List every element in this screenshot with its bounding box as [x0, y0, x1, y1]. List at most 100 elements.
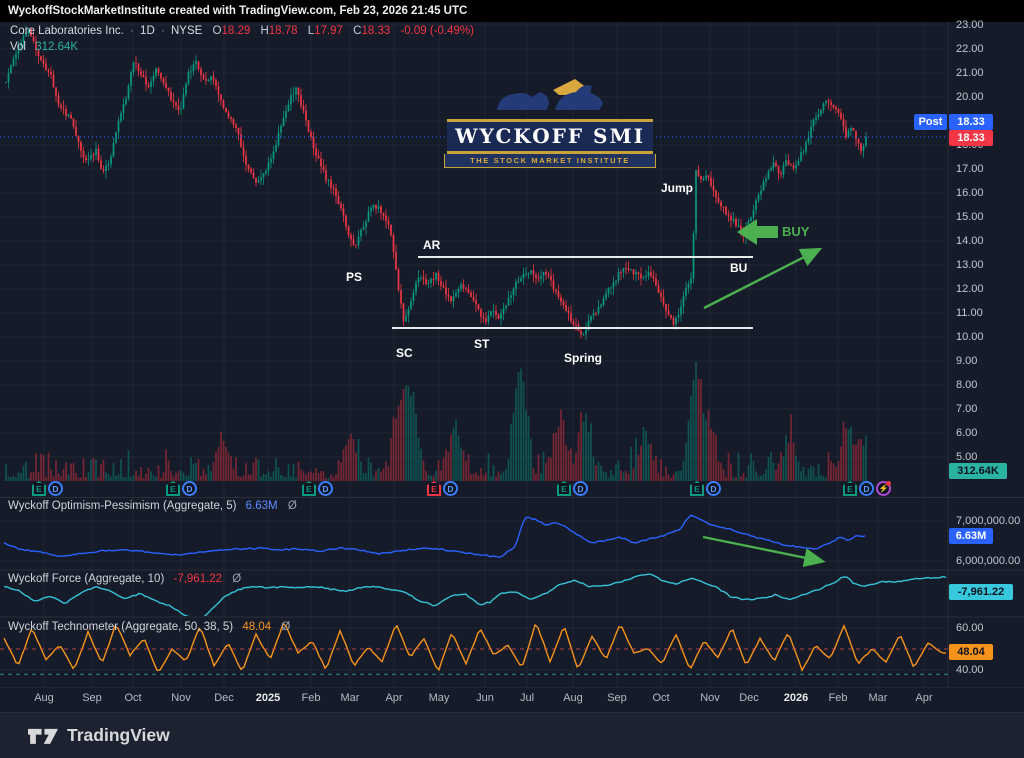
footer-bar: TradingView — [0, 712, 1024, 758]
time-axis-label-may[interactable]: May — [428, 692, 450, 704]
time-axis-label-dec[interactable]: Dec — [739, 692, 759, 704]
earnings-marker-icon[interactable]: E — [427, 481, 441, 496]
dividend-marker-icon[interactable]: D — [182, 481, 197, 496]
tradingview-brand[interactable]: TradingView — [28, 725, 170, 746]
op-axis-bottom: 6,000,000.00 — [956, 555, 1021, 567]
earnings-marker-icon[interactable]: E — [166, 481, 180, 496]
price-axis-label: 7.00 — [956, 403, 978, 415]
time-axis-label-oct[interactable]: Oct — [124, 692, 142, 704]
op-badge: 6.63M — [949, 528, 993, 544]
volume-legend[interactable]: Vol 312.64K — [10, 41, 78, 53]
time-axis-label-aug[interactable]: Aug — [34, 692, 54, 704]
close-value: 18.33 — [361, 25, 391, 37]
earnings-marker-icon[interactable]: E — [557, 481, 571, 496]
notification-dot — [886, 481, 891, 486]
high-value: 18.78 — [268, 25, 298, 37]
time-axis-label-2025[interactable]: 2025 — [255, 692, 281, 704]
price-axis-label: 5.00 — [956, 451, 978, 463]
earnings-marker-icon[interactable]: E — [690, 481, 704, 496]
force-badge: -7,961.22 — [949, 584, 1013, 600]
interval-label[interactable]: 1D — [140, 25, 155, 37]
price-axis-label: 9.00 — [956, 355, 978, 367]
time-axis-label-jul[interactable]: Jul — [519, 692, 535, 704]
wyckoff-label-bu: BU — [730, 261, 748, 275]
time-axis-label-oct[interactable]: Oct — [652, 692, 670, 704]
force-value: -7,961.22 — [173, 573, 223, 585]
time-axis-label-jun[interactable]: Jun — [476, 692, 494, 704]
time-axis-label-mar[interactable]: Mar — [340, 692, 360, 704]
dividend-marker-icon[interactable]: D — [318, 481, 333, 496]
wyckoff-label-ar: AR — [423, 238, 441, 252]
vol-label: Vol — [10, 41, 26, 53]
price-axis-label: 11.00 — [956, 307, 983, 319]
price-axis-label: 16.00 — [956, 187, 984, 199]
tech-avg-symbol: Ø — [281, 621, 291, 633]
dividend-marker-icon[interactable]: D — [48, 481, 63, 496]
time-axis-label-dec[interactable]: Dec — [214, 692, 234, 704]
price-axis-label: 8.00 — [956, 379, 978, 391]
price-axis-label: 20.00 — [956, 91, 984, 103]
symbol-legend[interactable]: Core Laboratories Inc. · 1D · NYSE O18.2… — [10, 25, 474, 37]
logo-ribbon: THE STOCK MARKET INSTITUTE — [444, 154, 656, 168]
tech-value: 48.04 — [242, 621, 272, 633]
wyckoff-smi-logo: WYCKOFF SMI THE STOCK MARKET INSTITUTE — [444, 76, 656, 168]
change-value: -0.09 (-0.49%) — [400, 25, 474, 37]
price-axis-label: 14.00 — [956, 235, 984, 247]
time-axis-label-apr[interactable]: Apr — [385, 692, 403, 704]
dividend-marker-icon[interactable]: D — [573, 481, 588, 496]
time-axis-label-mar[interactable]: Mar — [868, 692, 888, 704]
time-axis-label-apr[interactable]: Apr — [915, 692, 933, 704]
volume-badge: 312.64K — [949, 463, 1007, 479]
logo-subtitle: THE STOCK MARKET INSTITUTE — [470, 156, 630, 165]
time-axis-label-nov[interactable]: Nov — [171, 692, 191, 704]
wyckoff-label-st: ST — [474, 337, 490, 351]
price-axis-label: 6.00 — [956, 427, 978, 439]
logo-title: WYCKOFF SMI — [455, 124, 645, 148]
tech-badge: 48.04 — [949, 644, 993, 660]
panel-title-technometer[interactable]: Wyckoff Technometer (Aggregate, 50, 38, … — [8, 621, 291, 633]
tech-axis-top: 60.00 — [956, 622, 984, 634]
price-axis-label: 15.00 — [956, 211, 984, 223]
bull-bear-icon — [497, 79, 603, 110]
price-axis-label: 12.00 — [956, 283, 984, 295]
earnings-marker-icon[interactable]: E — [843, 481, 857, 496]
time-axis-label-sep[interactable]: Sep — [607, 692, 627, 704]
post-market-badge: Post — [914, 114, 947, 130]
price-axis-label: 17.00 — [956, 163, 984, 175]
dividend-marker-icon[interactable]: D — [706, 481, 721, 496]
time-axis-label-2026[interactable]: 2026 — [783, 692, 809, 704]
earnings-marker-icon[interactable]: E — [32, 481, 46, 496]
open-value: 18.29 — [221, 25, 251, 37]
price-axis-label: 22.00 — [956, 43, 984, 55]
panel-title-force[interactable]: Wyckoff Force (Aggregate, 10) -7,961.22 … — [8, 573, 242, 585]
wyckoff-label-buy: BUY — [782, 224, 810, 239]
earnings-marker-icon[interactable]: E — [302, 481, 316, 496]
dividend-marker-icon[interactable]: D — [443, 481, 458, 496]
wyckoff-label-jump: Jump — [661, 181, 694, 195]
time-axis-label-feb[interactable]: Feb — [301, 692, 321, 704]
watermark-bar: WyckoffStockMarketInstitute created with… — [0, 0, 1024, 22]
tradingview-wordmark: TradingView — [67, 725, 170, 745]
panel-title-optimism-pessimism[interactable]: Wyckoff Optimism-Pessimism (Aggregate, 5… — [8, 500, 297, 512]
time-axis-label-aug[interactable]: Aug — [563, 692, 583, 704]
upcoming-event-icon[interactable]: ⚡ — [876, 481, 891, 496]
time-axis-label-nov[interactable]: Nov — [700, 692, 720, 704]
force-avg-symbol: Ø — [232, 573, 242, 585]
tradingview-logo-icon — [28, 728, 58, 744]
dividend-marker-icon[interactable]: D — [859, 481, 874, 496]
price-axis-label: 13.00 — [956, 259, 984, 271]
watermark-text: WyckoffStockMarketInstitute created with… — [8, 5, 468, 17]
op-axis-top: 7,000,000.00 — [956, 515, 1021, 527]
wyckoff-label-spring: Spring — [564, 351, 602, 365]
price-axis-label: 21.00 — [956, 67, 984, 79]
price-axis-label: 23.00 — [956, 19, 984, 31]
wyckoff-label-sc: SC — [396, 346, 413, 360]
vol-value: 312.64K — [35, 41, 79, 53]
time-axis-label-feb[interactable]: Feb — [828, 692, 848, 704]
op-avg-symbol: Ø — [287, 500, 297, 512]
op-value: 6.63M — [245, 500, 278, 512]
symbol-name[interactable]: Core Laboratories Inc. — [10, 25, 124, 37]
time-axis-label-sep[interactable]: Sep — [82, 692, 102, 704]
price-axis-label: 10.00 — [956, 331, 984, 343]
